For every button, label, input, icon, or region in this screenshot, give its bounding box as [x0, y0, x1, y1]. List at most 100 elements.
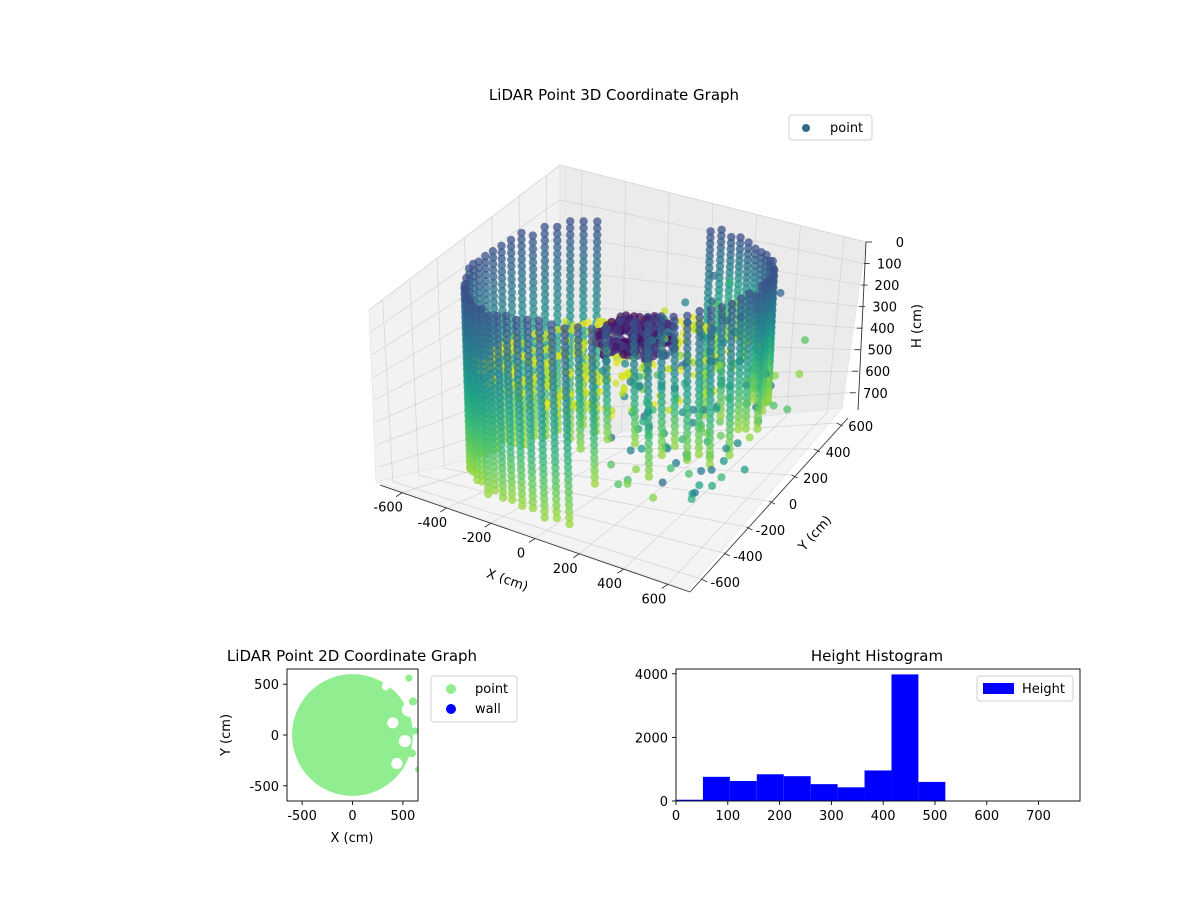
- point-3d: [706, 344, 715, 353]
- point-3d: [566, 298, 575, 307]
- point-3d: [657, 391, 666, 400]
- x-tick-label-3d: -400: [418, 516, 448, 531]
- x-tick-label-hist: 600: [974, 809, 999, 824]
- point-3d: [482, 295, 491, 305]
- point-3d: [644, 472, 654, 481]
- point-3d: [644, 446, 653, 455]
- point-3d: [649, 493, 658, 502]
- point-3d: [689, 313, 698, 321]
- point-3d: [603, 434, 612, 444]
- point-3d: [643, 353, 653, 363]
- point-3d: [549, 389, 558, 398]
- point-3d: [481, 289, 491, 298]
- point-3d: [489, 433, 498, 442]
- point-3d: [575, 412, 585, 421]
- point-3d: [736, 294, 746, 303]
- point-3d: [734, 406, 743, 415]
- point-3d: [576, 425, 585, 434]
- point-3d: [694, 443, 704, 452]
- point-3d: [753, 418, 762, 427]
- point-3d: [706, 324, 716, 334]
- point-3d: [505, 424, 515, 433]
- point-3d: [727, 232, 736, 242]
- point-3d: [630, 366, 639, 376]
- point-3d: [716, 255, 725, 265]
- point-3d: [726, 244, 735, 254]
- point-3d: [742, 375, 752, 384]
- point-3d: [505, 430, 515, 439]
- point-3d: [523, 339, 533, 349]
- point-3d: [743, 344, 752, 353]
- point-3d: [726, 362, 736, 371]
- y-axis-line-3d: [689, 417, 849, 593]
- point-3d: [553, 263, 562, 272]
- point-3d: [507, 307, 517, 317]
- point-3d: [514, 381, 523, 391]
- legend-3d-marker: [802, 124, 810, 132]
- point-3d: [644, 465, 654, 475]
- x-tick-label-3d: 600: [641, 592, 666, 607]
- point-3d: [513, 345, 522, 355]
- point-3d: [717, 341, 726, 350]
- point-3d: [726, 394, 735, 403]
- point-3d: [513, 357, 522, 367]
- point-3d: [612, 379, 620, 387]
- point-3d: [566, 251, 575, 260]
- point-3d: [708, 481, 717, 490]
- point-3d: [524, 376, 534, 385]
- point-3d: [566, 291, 575, 301]
- point-3d: [694, 410, 704, 420]
- histogram-bar-1: [702, 776, 730, 801]
- point-3d: [562, 412, 571, 421]
- point-3d: [504, 400, 514, 410]
- disc-bump: [414, 766, 418, 773]
- point-3d: [716, 249, 725, 259]
- x-axis-label-2d: X (cm): [331, 831, 374, 846]
- point-3d: [657, 325, 666, 334]
- point-3d: [561, 380, 571, 390]
- point-3d: [507, 255, 516, 264]
- point-3d: [670, 376, 679, 385]
- point-3d: [695, 391, 704, 400]
- histogram-title: Height Histogram: [811, 647, 943, 665]
- point-3d: [612, 359, 621, 367]
- point-3d: [704, 288, 713, 297]
- point-3d: [736, 306, 746, 316]
- point-3d: [706, 227, 715, 236]
- point-3d: [505, 412, 514, 421]
- point-3d: [484, 311, 494, 320]
- point-3d: [515, 405, 524, 415]
- point-3d: [706, 357, 715, 366]
- point-3d: [507, 471, 516, 481]
- point-3d: [576, 444, 585, 453]
- point-3d: [515, 417, 524, 427]
- point-3d: [683, 344, 692, 353]
- histogram-bar-9: [918, 781, 946, 801]
- y-tick-3d-600: [836, 422, 843, 427]
- point-3d: [753, 412, 762, 422]
- point-3d: [681, 298, 690, 307]
- point-3d: [695, 306, 704, 316]
- point-3d: [602, 389, 611, 398]
- legend-3d: point: [788, 114, 873, 141]
- x-tick-3d--600: [395, 492, 403, 498]
- point-3d: [663, 328, 672, 337]
- point-3d: [743, 338, 753, 347]
- point-3d: [497, 458, 507, 467]
- point-3d: [717, 322, 726, 331]
- point-3d: [736, 325, 745, 334]
- disc-gap: [401, 702, 416, 717]
- point-3d: [754, 400, 763, 410]
- histogram-bar-2: [729, 780, 757, 801]
- point-3d: [751, 298, 761, 307]
- point-3d: [657, 430, 667, 440]
- point-3d: [507, 489, 517, 498]
- point-3d: [657, 384, 666, 394]
- point-3d: [643, 347, 652, 356]
- x-tick-label-hist: 0: [672, 809, 680, 824]
- point-3d: [553, 303, 562, 313]
- point-3d: [549, 413, 559, 423]
- point-3d: [707, 465, 716, 474]
- point-3d: [644, 432, 653, 442]
